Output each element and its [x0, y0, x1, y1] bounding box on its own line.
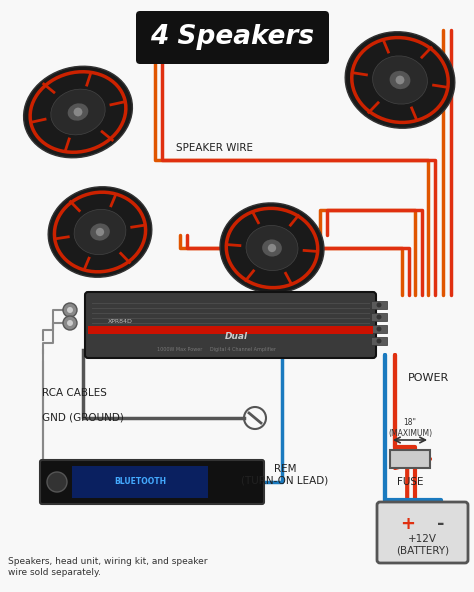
Circle shape	[67, 307, 73, 313]
Circle shape	[47, 472, 67, 492]
Text: +: +	[400, 515, 415, 533]
Bar	[88, 326, 373, 334]
Ellipse shape	[246, 226, 298, 271]
Text: Dual: Dual	[225, 332, 248, 341]
FancyBboxPatch shape	[377, 502, 468, 563]
Ellipse shape	[74, 210, 126, 255]
Circle shape	[376, 327, 382, 332]
Text: XPR84D: XPR84D	[108, 319, 133, 324]
Circle shape	[376, 339, 382, 343]
Circle shape	[96, 228, 104, 236]
Circle shape	[376, 303, 382, 307]
Bar	[390, 450, 430, 468]
Ellipse shape	[220, 203, 324, 293]
Circle shape	[63, 303, 77, 317]
Text: 18"
(MAXIMUM): 18" (MAXIMUM)	[388, 419, 432, 437]
Text: Speakers, head unit, wiring kit, and speaker
wire sold separately.: Speakers, head unit, wiring kit, and spe…	[8, 557, 208, 577]
Text: RCA CABLES: RCA CABLES	[42, 388, 107, 398]
Ellipse shape	[48, 186, 152, 277]
Bar	[371, 337, 387, 345]
Text: POWER: POWER	[408, 373, 449, 383]
Text: BLUETOOTH: BLUETOOTH	[114, 478, 166, 487]
Bar	[371, 301, 387, 309]
Text: -: -	[438, 515, 445, 533]
Ellipse shape	[51, 89, 105, 135]
FancyBboxPatch shape	[136, 11, 329, 64]
Circle shape	[396, 76, 404, 85]
Circle shape	[268, 244, 276, 252]
Circle shape	[67, 320, 73, 326]
Ellipse shape	[345, 32, 455, 128]
Ellipse shape	[24, 66, 132, 157]
Text: SPEAKER WIRE: SPEAKER WIRE	[176, 143, 254, 153]
Text: REM
(TURN-ON LEAD): REM (TURN-ON LEAD)	[241, 464, 328, 485]
Circle shape	[63, 316, 77, 330]
Text: FUSE: FUSE	[397, 477, 423, 487]
Bar	[72, 466, 209, 498]
FancyBboxPatch shape	[85, 292, 376, 358]
Bar	[371, 313, 387, 321]
Text: 4 Speakers: 4 Speakers	[150, 24, 314, 50]
Text: +12V
(BATTERY): +12V (BATTERY)	[396, 534, 449, 555]
Text: GND (GROUND): GND (GROUND)	[42, 413, 124, 423]
Ellipse shape	[68, 104, 88, 121]
Circle shape	[73, 108, 82, 117]
Ellipse shape	[90, 223, 110, 240]
Ellipse shape	[373, 56, 428, 104]
Ellipse shape	[262, 239, 282, 256]
Ellipse shape	[390, 71, 410, 89]
Circle shape	[376, 314, 382, 320]
FancyBboxPatch shape	[40, 460, 264, 504]
Text: 1000W Max Power     Digital 4 Channel Amplifier: 1000W Max Power Digital 4 Channel Amplif…	[157, 346, 276, 352]
Bar	[371, 325, 387, 333]
